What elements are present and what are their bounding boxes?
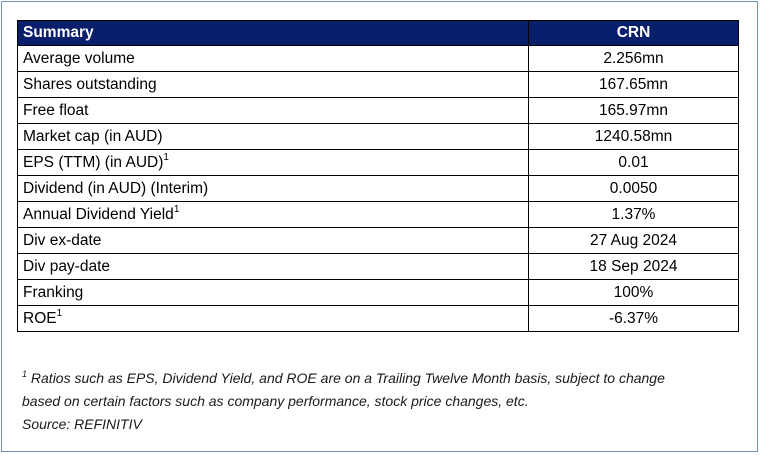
row-value: 27 Aug 2024 — [528, 227, 739, 254]
row-label: EPS (TTM) (in AUD)1 — [17, 149, 529, 176]
table-row: Shares outstanding 167.65mn — [17, 71, 739, 98]
table-header-row: Summary CRN — [17, 20, 739, 46]
row-label-text: Shares outstanding — [23, 76, 157, 93]
table-row: Franking 100% — [17, 279, 739, 306]
row-label-text: EPS (TTM) (in AUD) — [23, 154, 164, 171]
table-row: EPS (TTM) (in AUD)1 0.01 — [17, 149, 739, 176]
table-row: Free float 165.97mn — [17, 97, 739, 124]
row-label-text: Dividend (in AUD) (Interim) — [23, 180, 209, 197]
row-value: 1.37% — [528, 201, 739, 228]
row-label-text: Div ex-date — [23, 232, 102, 249]
row-value: 165.97mn — [528, 97, 739, 124]
table-row: Average volume 2.256mn — [17, 45, 739, 72]
table-row: Div pay-date 18 Sep 2024 — [17, 253, 739, 280]
column-header-summary: Summary — [17, 20, 529, 46]
footnote-text: 1 Ratios such as EPS, Dividend Yield, an… — [22, 367, 665, 390]
row-label-text: Free float — [23, 102, 89, 119]
table-row: Dividend (in AUD) (Interim) 0.0050 — [17, 175, 739, 202]
row-label: ROE1 — [17, 305, 529, 332]
row-value: 1240.58mn — [528, 123, 739, 150]
table-row: Div ex-date 27 Aug 2024 — [17, 227, 739, 254]
row-label: Average volume — [17, 45, 529, 72]
row-label: Franking — [17, 279, 529, 306]
row-label: Shares outstanding — [17, 71, 529, 98]
footnotes: 1 Ratios such as EPS, Dividend Yield, an… — [22, 367, 665, 436]
row-label-text: Average volume — [23, 50, 135, 67]
row-value: 18 Sep 2024 — [528, 253, 739, 280]
row-label-text: Franking — [23, 284, 84, 301]
footnote-ref: 1 — [173, 204, 180, 215]
row-value: 2.256mn — [528, 45, 739, 72]
row-label-text: ROE — [23, 310, 57, 327]
table-row: Market cap (in AUD) 1240.58mn — [17, 123, 739, 150]
row-value: 100% — [528, 279, 739, 306]
row-label: Free float — [17, 97, 529, 124]
summary-table: Summary CRN Average volume 2.256mn Shares … — [17, 20, 739, 332]
row-value: 167.65mn — [528, 71, 739, 98]
row-label: Div pay-date — [17, 253, 529, 280]
footnote-ref: 1 — [163, 152, 169, 163]
footnote-line-2: based on certain factors such as company… — [22, 393, 529, 409]
row-label: Div ex-date — [17, 227, 529, 254]
row-label: Market cap (in AUD) — [17, 123, 529, 150]
table-row: Annual Dividend Yield1 1.37% — [17, 201, 739, 228]
footnote-marker: 1 — [22, 369, 28, 379]
source-note: Source: REFINITIV — [22, 416, 142, 432]
row-label-text: Market cap (in AUD) — [23, 128, 163, 145]
table-row: ROE1 -6.37% — [17, 305, 739, 332]
row-label: Annual Dividend Yield1 — [17, 201, 529, 228]
row-value: -6.37% — [528, 305, 739, 332]
column-header-ticker: CRN — [528, 20, 739, 46]
row-label: Dividend (in AUD) (Interim) — [17, 175, 529, 202]
row-label-text: Div pay-date — [23, 258, 111, 275]
row-value: 0.01 — [528, 149, 739, 176]
row-label-text: Annual Dividend Yield — [23, 206, 174, 223]
footnote-line-1: Ratios such as EPS, Dividend Yield, and … — [30, 370, 665, 386]
row-value: 0.0050 — [528, 175, 739, 202]
footnote-ref: 1 — [56, 308, 63, 319]
